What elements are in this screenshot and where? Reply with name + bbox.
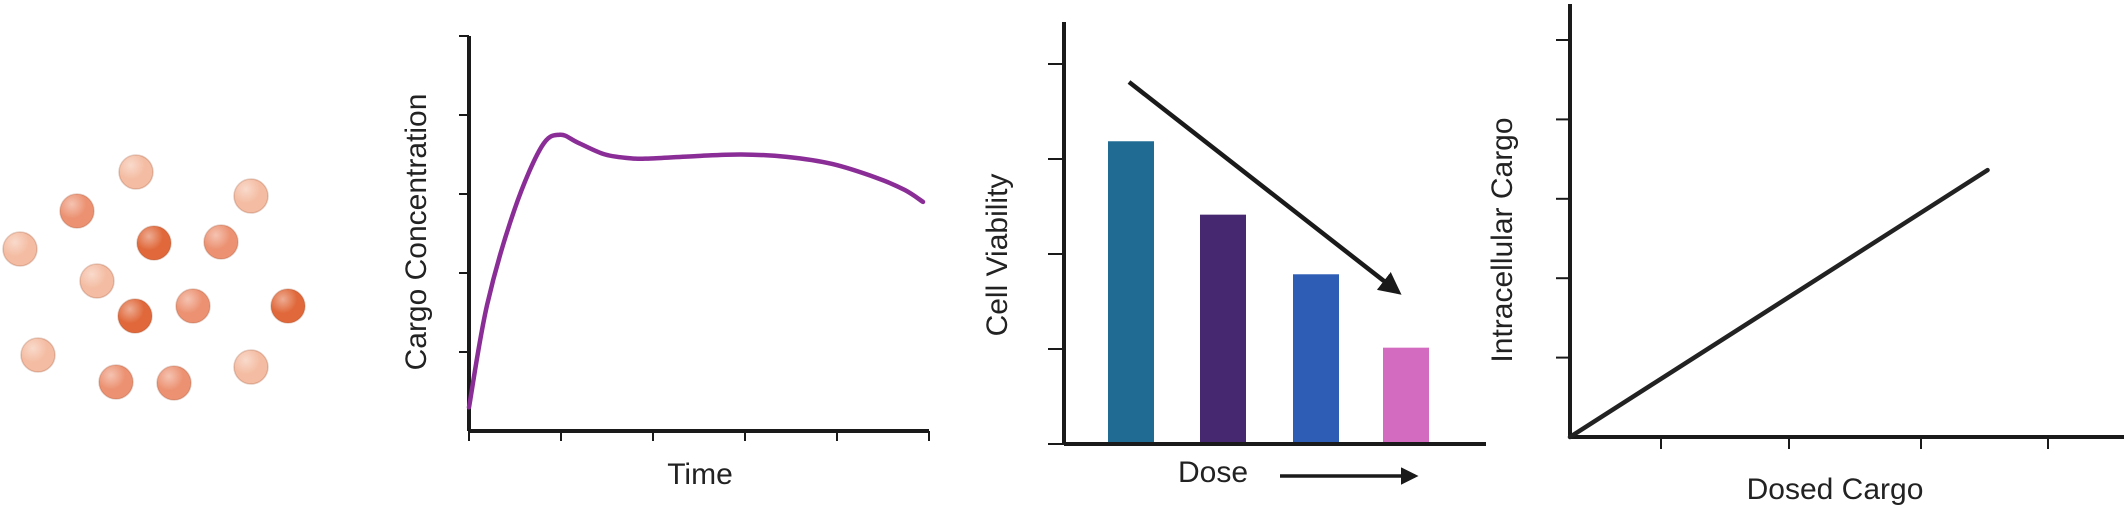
particle-highlight [176,289,210,323]
chart2-bar [1108,141,1154,442]
particle-highlight [234,179,268,213]
chart1-series-line [466,132,926,410]
particle-highlight [21,338,55,372]
chart1-ylabel: Cargo Concentration [400,94,433,371]
chart2-bar [1383,347,1429,442]
particle-highlight [118,299,152,333]
particle-highlight [204,225,238,259]
particle-highlight [80,264,114,298]
particle-highlight [119,155,153,189]
cargo-uptake-chart: Intracellular Cargo Dosed Cargo [1486,4,2124,506]
chart3-xlabel: Dosed Cargo [1747,473,1924,506]
chart2-bar [1200,214,1246,442]
chart2-bar [1293,274,1339,442]
particle-highlight [271,289,305,323]
particle-highlight [157,366,191,400]
chart2-xlabel: Dose [1178,456,1248,489]
particle-highlight [234,350,268,384]
particle-highlight [99,365,133,399]
trend-arrow [1127,80,1402,295]
particle-highlight [3,232,37,266]
particles-illustration [2,154,306,401]
chart2-ylabel: Cell Viability [981,174,1014,337]
chart3-series-line [1567,167,1990,440]
chart3-ylabel: Intracellular Cargo [1486,117,1519,362]
viability-bar-chart: Cell Viability Dose [981,22,1486,489]
particle-highlight [60,194,94,228]
concentration-time-chart: Cargo Concentration Time [400,35,930,491]
particle-highlight [137,226,171,260]
chart1-xlabel: Time [667,458,733,491]
